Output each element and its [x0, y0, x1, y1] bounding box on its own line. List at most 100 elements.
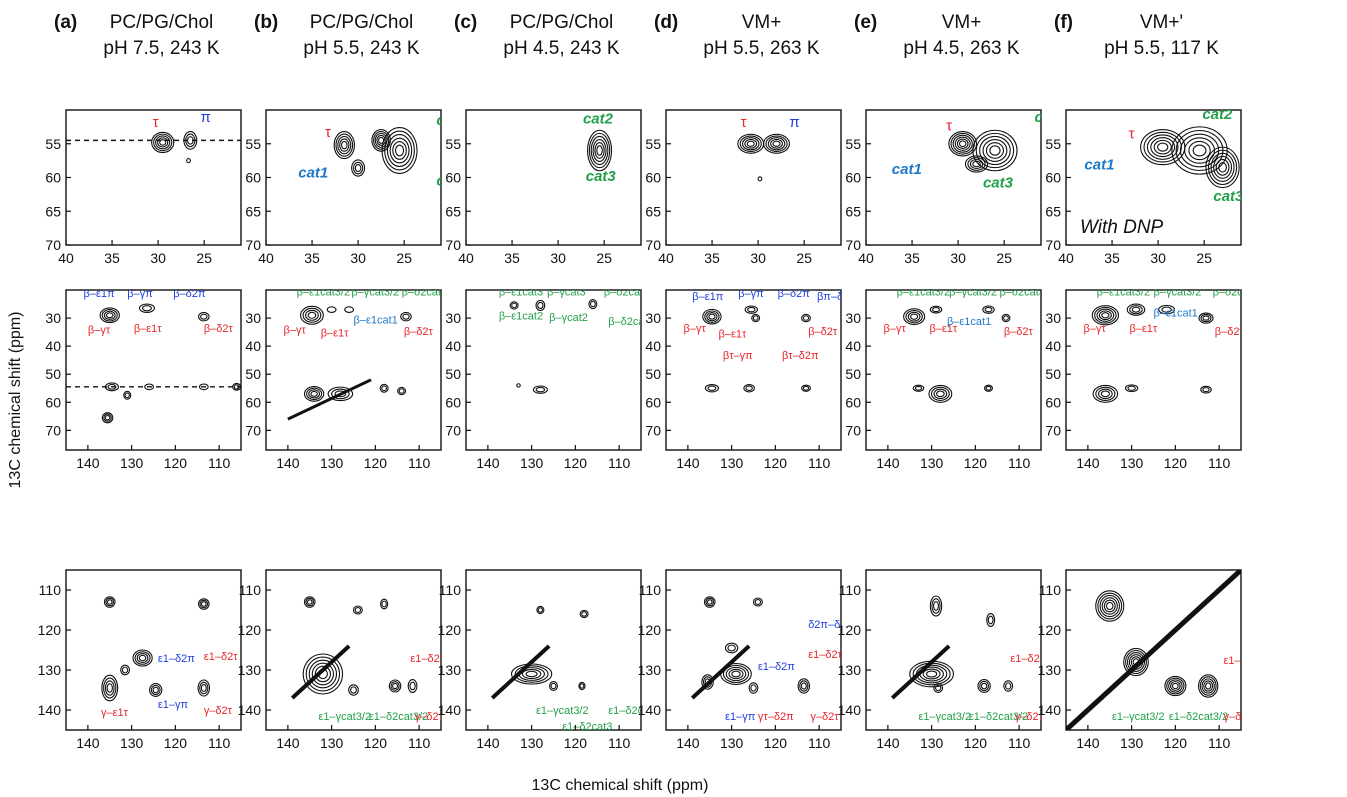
- peak-label: cat3: [1213, 188, 1244, 205]
- peak-label: ε1–δ2cat3/2: [369, 711, 428, 723]
- y-tick-label: 30: [45, 310, 61, 326]
- x-tick-label: 140: [276, 455, 300, 471]
- plot-area: β–ε1cat3 β–γcat3 β–δ2cat3 β–ε1cat2 β–γcat2 β–…: [499, 290, 641, 394]
- y-tick-label: 40: [845, 338, 861, 354]
- contour-peak: [516, 383, 521, 388]
- x-tick-label: 130: [320, 735, 344, 751]
- peak-label: β–γπ: [738, 288, 764, 300]
- contour-peak: [344, 306, 355, 314]
- peak-label: ε1–γcat3/2: [536, 705, 589, 717]
- x-tick-label: 110: [808, 735, 831, 751]
- peak-label: β–ε1π: [692, 291, 723, 303]
- contour-peak: [702, 308, 722, 325]
- plot-frame: [265, 109, 442, 246]
- peak-label: τ: [325, 124, 331, 141]
- contour-peak: [1123, 647, 1149, 677]
- contour-peak: [397, 386, 407, 396]
- peak-label: β–δ2π: [173, 288, 206, 300]
- y-tick-label: 40: [45, 338, 61, 354]
- contour-peak: [536, 605, 545, 615]
- peak-label: β–ε1τ: [321, 327, 349, 339]
- x-tick-label: 130: [120, 735, 144, 751]
- y-tick-label: 140: [38, 702, 62, 718]
- panel-letter: (e): [854, 12, 877, 33]
- panel-letter: (d): [654, 12, 678, 33]
- peak-label: β–δ2τ: [404, 326, 434, 338]
- x-tick-label: 40: [258, 250, 274, 266]
- spectrum-panel-bottom: ε1–δ2τ ε1–γcat3/2ε1–δ2cat3/2γ–δ2τ 140 130 12…: [838, 569, 1044, 751]
- x-tick-label: 35: [1104, 250, 1120, 266]
- y-tick-label: 60: [1045, 394, 1061, 410]
- y-tick-label: 70: [245, 237, 261, 253]
- contour-peak: [703, 596, 716, 608]
- contour-peak: [1003, 680, 1014, 692]
- y-tick-label: 65: [1045, 203, 1061, 219]
- x-tick-label: 120: [364, 455, 388, 471]
- y-tick-label: 40: [645, 338, 661, 354]
- panel-letter: (b): [254, 12, 278, 33]
- plot-area: cat2 cat3: [583, 111, 616, 185]
- contour-peak: [198, 598, 210, 610]
- plot-frame: [65, 289, 242, 451]
- x-tick-label: 30: [350, 250, 366, 266]
- plot-frame: [665, 109, 842, 246]
- plot-area: τ cat2 cat1 cat3: [1084, 110, 1244, 205]
- column-condition: pH 5.5, 243 K: [303, 38, 420, 59]
- spectrum-panel-middle: β–ε1cat3 β–γcat3 β–δ2cat3 β–ε1cat2 β–γcat2 β–…: [445, 289, 642, 471]
- peak-label: ε1–γcat3/2: [319, 711, 372, 723]
- peak-label: γ–δ2: [1224, 711, 1248, 723]
- y-tick-label: 55: [645, 136, 661, 152]
- x-tick-label: 130: [120, 455, 144, 471]
- peak-label: β–ε1cat3/2: [297, 287, 350, 299]
- plot-area: ε1–δ2 ε1–γcat3/2 ε1–δ2cat3/2γ–δ2: [1066, 570, 1248, 730]
- contour-peak: [198, 311, 210, 322]
- x-tick-label: 110: [408, 455, 431, 471]
- peak-label: τ: [741, 114, 747, 131]
- plot-area: β–ε1π β–γπ β–δ2π βπ–δ2τ β–γτ β–ε1τ β–δ2τ βτ–γπ β…: [684, 288, 841, 393]
- column-condition: pH 4.5, 263 K: [903, 38, 1020, 59]
- contour-peak: [1198, 312, 1214, 324]
- contour-peak: [801, 384, 811, 392]
- spectrum-panel-middle: β–ε1cat3/2 β–γcat3/2 β–δ2cat3/2 β–ε1cat1 β–γ…: [845, 289, 1042, 471]
- peak-label: γ–δ2τ: [1015, 711, 1044, 723]
- peak-label: β–δ2τ: [1004, 326, 1034, 338]
- peak-label: δ2π–δ2τ: [808, 619, 851, 631]
- x-tick-label: 140: [876, 455, 900, 471]
- x-tick-label: 110: [1208, 735, 1231, 751]
- x-tick-label: 110: [608, 455, 631, 471]
- plot-frame: [865, 289, 1042, 451]
- y-tick-label: 140: [838, 702, 862, 718]
- plot-area: δ2π–δ2τ ε1–δ2π ε1–δ2τ ε1–γπ γτ–δ2π γ–δ2τ: [690, 596, 851, 723]
- y-tick-label: 30: [245, 310, 261, 326]
- contour-peak: [982, 305, 995, 314]
- peak-label: ε1–δ2τ: [808, 649, 842, 661]
- contour-peak: [99, 307, 120, 324]
- plot-frame: [465, 569, 642, 731]
- contour-peak: [132, 649, 153, 667]
- y-tick-label: 30: [845, 310, 861, 326]
- y-tick-label: 130: [38, 662, 62, 678]
- spectrum-panel-middle: β–ε1π β–γπ β–δ2π β–γτ β–ε1τ β–δ2τ 140 130 120 110…: [45, 288, 242, 471]
- y-tick-label: 110: [1039, 582, 1062, 598]
- contour-peak: [326, 306, 337, 314]
- x-tick-label: 140: [876, 735, 900, 751]
- peak-label: τ: [946, 117, 952, 134]
- plot-area: β–ε1π β–γπ β–δ2π β–γτ β–ε1τ β–δ2τ: [66, 288, 241, 424]
- contour-peak: [186, 158, 191, 164]
- y-tick-label: 65: [645, 203, 661, 219]
- y-tick-label: 110: [839, 582, 862, 598]
- contour-peak: [929, 595, 943, 617]
- spectrum-panel-bottom: ε1–δ2τ ε1–γcat3/2ε1–δ2cat3/2γ–δ2τ 140 130 12…: [238, 569, 442, 751]
- x-tick-label: 120: [964, 455, 988, 471]
- y-tick-label: 55: [445, 136, 461, 152]
- x-tick-label: 120: [1164, 735, 1188, 751]
- x-tick-label: 130: [920, 735, 944, 751]
- y-tick-label: 130: [438, 662, 462, 678]
- y-axis-label: 13C chemical shift (ppm): [7, 312, 24, 489]
- y-tick-label: 50: [245, 366, 261, 382]
- contour-peak: [197, 679, 211, 697]
- peak-label: β–γτ: [88, 325, 111, 337]
- contour-peak: [984, 384, 993, 392]
- peak-label: β–γπ: [127, 288, 153, 300]
